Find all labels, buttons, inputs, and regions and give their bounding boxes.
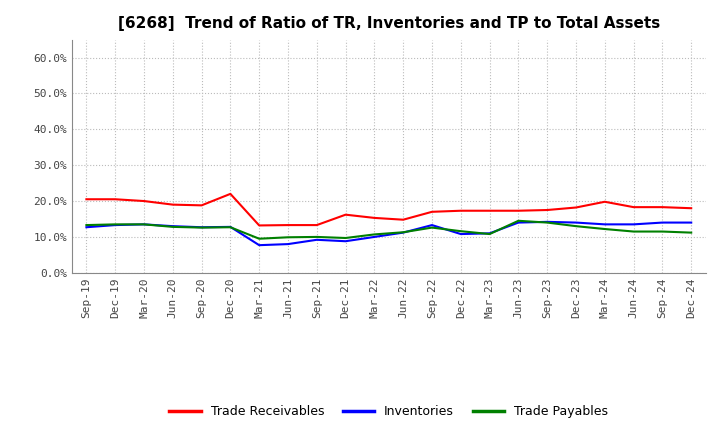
Trade Receivables [600, 199, 609, 205]
Trade Payables [543, 220, 552, 225]
Inventories [82, 224, 91, 230]
Inventories [197, 224, 206, 230]
Trade Payables [572, 224, 580, 229]
Inventories [456, 231, 465, 237]
Inventories [255, 242, 264, 248]
Trade Receivables [111, 197, 120, 202]
Inventories [600, 222, 609, 227]
Trade Payables [197, 225, 206, 230]
Line: Trade Payables: Trade Payables [86, 221, 691, 239]
Trade Payables [140, 222, 148, 227]
Trade Receivables [255, 223, 264, 228]
Trade Payables [284, 235, 292, 240]
Line: Trade Receivables: Trade Receivables [86, 194, 691, 225]
Trade Payables [514, 218, 523, 224]
Trade Payables [341, 235, 350, 241]
Inventories [312, 237, 321, 242]
Line: Inventories: Inventories [86, 222, 691, 245]
Title: [6268]  Trend of Ratio of TR, Inventories and TP to Total Assets: [6268] Trend of Ratio of TR, Inventories… [117, 16, 660, 32]
Trade Receivables [572, 205, 580, 210]
Trade Receivables [629, 205, 638, 210]
Trade Receivables [543, 207, 552, 213]
Inventories [687, 220, 696, 225]
Trade Receivables [312, 223, 321, 228]
Trade Payables [168, 224, 177, 230]
Inventories [111, 223, 120, 228]
Trade Receivables [168, 202, 177, 207]
Trade Payables [629, 229, 638, 234]
Trade Payables [428, 225, 436, 230]
Trade Receivables [370, 215, 379, 220]
Trade Payables [687, 230, 696, 235]
Trade Receivables [514, 208, 523, 213]
Trade Payables [600, 227, 609, 232]
Trade Payables [312, 234, 321, 239]
Inventories [514, 220, 523, 225]
Trade Payables [226, 224, 235, 230]
Inventories [572, 220, 580, 225]
Inventories [629, 222, 638, 227]
Trade Payables [255, 236, 264, 242]
Trade Receivables [399, 217, 408, 222]
Trade Receivables [456, 208, 465, 213]
Trade Receivables [82, 197, 91, 202]
Trade Receivables [687, 205, 696, 211]
Trade Payables [658, 229, 667, 234]
Trade Receivables [226, 191, 235, 197]
Trade Payables [111, 222, 120, 227]
Trade Receivables [197, 203, 206, 208]
Inventories [399, 230, 408, 235]
Inventories [485, 231, 494, 236]
Inventories [543, 219, 552, 224]
Trade Payables [399, 230, 408, 235]
Trade Receivables [284, 223, 292, 228]
Inventories [428, 223, 436, 228]
Trade Payables [485, 231, 494, 237]
Trade Receivables [341, 212, 350, 217]
Trade Payables [456, 228, 465, 234]
Trade Receivables [428, 209, 436, 214]
Trade Receivables [485, 208, 494, 213]
Inventories [140, 222, 148, 227]
Trade Payables [370, 232, 379, 237]
Inventories [658, 220, 667, 225]
Inventories [370, 234, 379, 239]
Legend: Trade Receivables, Inventories, Trade Payables: Trade Receivables, Inventories, Trade Pa… [164, 400, 613, 423]
Trade Receivables [140, 198, 148, 204]
Inventories [284, 242, 292, 247]
Inventories [226, 224, 235, 230]
Inventories [341, 238, 350, 244]
Inventories [168, 224, 177, 229]
Trade Receivables [658, 205, 667, 210]
Trade Payables [82, 223, 91, 228]
